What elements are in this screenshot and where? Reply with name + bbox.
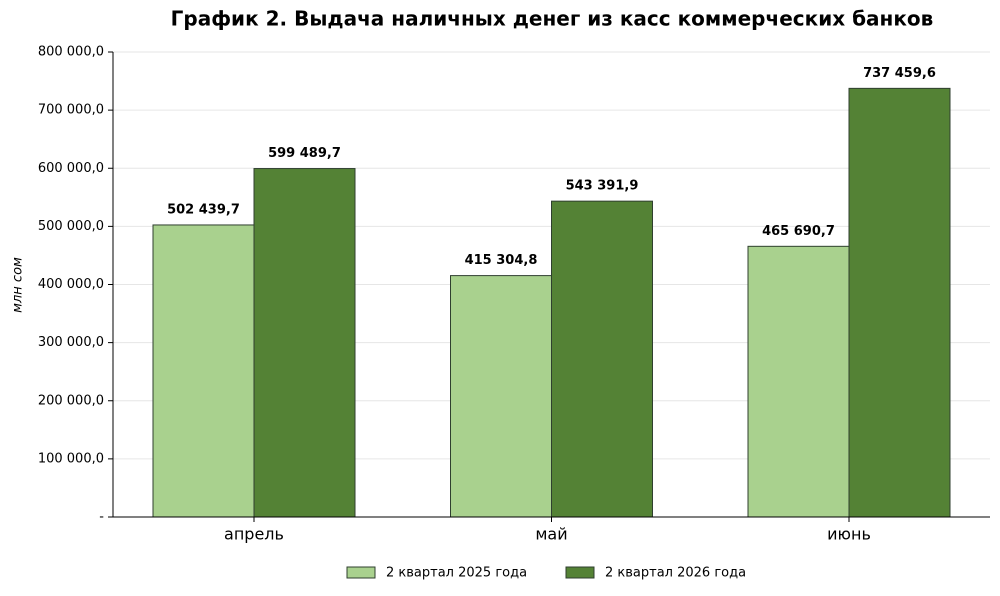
value-label: 543 391,9 bbox=[566, 179, 639, 194]
y-tick-label: 400 000,0 bbox=[38, 277, 104, 292]
value-label: 599 489,7 bbox=[268, 146, 341, 161]
y-tick-label: 300 000,0 bbox=[38, 335, 104, 350]
y-tick-label: - bbox=[99, 510, 104, 525]
x-tick-label: июнь bbox=[827, 525, 871, 544]
value-label: 465 690,7 bbox=[762, 224, 835, 239]
y-tick-label: 200 000,0 bbox=[38, 393, 104, 408]
y-tick-label: 500 000,0 bbox=[38, 219, 104, 234]
bar bbox=[253, 168, 356, 518]
value-label: 415 304,8 bbox=[465, 253, 538, 268]
legend-swatch bbox=[346, 566, 376, 579]
bar bbox=[450, 275, 552, 518]
legend-label: 2 квартал 2026 года bbox=[605, 566, 746, 581]
value-label: 737 459,6 bbox=[863, 66, 936, 81]
y-tick-label: 700 000,0 bbox=[38, 103, 104, 118]
chart-title: График 2. Выдача наличных денег из касс … bbox=[171, 7, 934, 31]
legend-label: 2 квартал 2025 года bbox=[386, 566, 527, 581]
x-tick-label: май bbox=[535, 525, 567, 544]
y-tick-label: 100 000,0 bbox=[38, 451, 104, 466]
bar bbox=[747, 245, 850, 518]
value-label: 502 439,7 bbox=[167, 202, 240, 217]
bar bbox=[152, 224, 255, 518]
y-tick-label: 800 000,0 bbox=[38, 45, 104, 60]
bar bbox=[848, 87, 951, 518]
y-axis-label: млн сом bbox=[11, 257, 26, 313]
bar bbox=[551, 200, 653, 518]
x-tick-label: апрель bbox=[224, 525, 284, 544]
y-tick-label: 600 000,0 bbox=[38, 161, 104, 176]
legend-swatch bbox=[565, 566, 595, 579]
